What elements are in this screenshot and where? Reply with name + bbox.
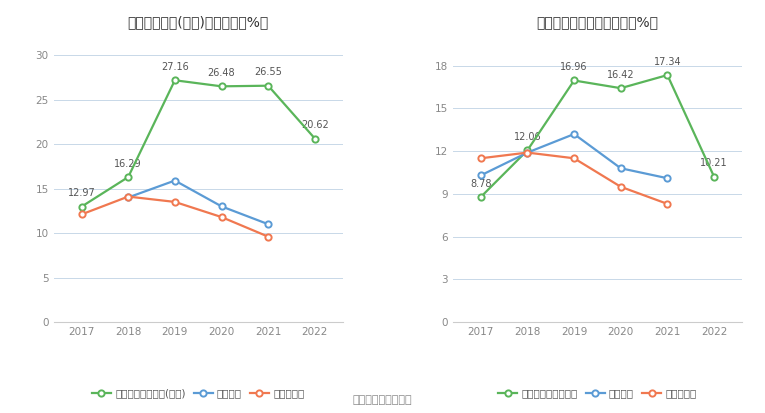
Legend: 公司投入资本回报率, 行业均值, 行业中位数: 公司投入资本回报率, 行业均值, 行业中位数 <box>494 385 701 403</box>
Text: 26.48: 26.48 <box>208 68 236 78</box>
Text: 12.97: 12.97 <box>67 188 96 198</box>
Text: 8.78: 8.78 <box>470 179 491 189</box>
Text: 10.21: 10.21 <box>700 158 728 169</box>
Text: 16.42: 16.42 <box>607 70 634 80</box>
Title: 净资产收益率(加权)历年情况（%）: 净资产收益率(加权)历年情况（%） <box>128 15 269 29</box>
Text: 26.55: 26.55 <box>254 67 282 77</box>
Text: 数据来源：恒生聚源: 数据来源：恒生聚源 <box>353 395 412 405</box>
Text: 16.96: 16.96 <box>560 62 588 72</box>
Title: 投入资本回报率历年情况（%）: 投入资本回报率历年情况（%） <box>536 15 659 29</box>
Text: 16.29: 16.29 <box>115 159 142 169</box>
Text: 17.34: 17.34 <box>653 57 681 67</box>
Text: 12.06: 12.06 <box>513 132 541 142</box>
Text: 27.16: 27.16 <box>161 62 189 72</box>
Legend: 公司净资产收益率(加权), 行业均值, 行业中位数: 公司净资产收益率(加权), 行业均值, 行业中位数 <box>88 385 308 403</box>
Text: 20.62: 20.62 <box>301 120 329 130</box>
